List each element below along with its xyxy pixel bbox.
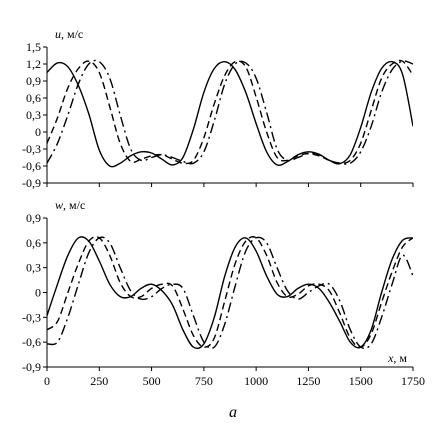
- y-tick-label: 0,9: [26, 74, 41, 88]
- series-line-solid: [47, 236, 413, 350]
- y-tick-label: 1,2: [26, 57, 41, 71]
- y-tick-label: -0,6: [22, 159, 41, 173]
- x-axis-label: x, м: [387, 351, 407, 365]
- y-tick-label: -0,3: [22, 310, 41, 324]
- y-tick-label: 0,3: [26, 261, 41, 275]
- series-line-dashdot: [47, 236, 413, 350]
- y-axis-label: w, м/с: [55, 198, 85, 212]
- chart-panel-w: 0,90,60,30-0,3-0,6-0,90 250 500 750 1000 1250…: [22, 198, 425, 388]
- y-tick-label: 0,6: [26, 91, 41, 105]
- x-tick-label: 500: [143, 374, 161, 388]
- panel-label: a: [229, 404, 237, 421]
- y-tick-label: 0: [35, 286, 41, 300]
- y-tick-label: -0,9: [22, 176, 41, 190]
- chart-panel-u: 1,5 1,2 0,9 0,6 0,3 0 -0,3 -0,6 -0,9 u, м/с: [22, 27, 414, 190]
- y-tick-label: -0,6: [22, 335, 41, 349]
- y-axis-unit: , м/с: [63, 198, 85, 212]
- y-axis-label: u, м/с: [55, 27, 83, 41]
- x-axis-label-bg: [365, 351, 407, 365]
- x-tick-label: 1500: [349, 374, 373, 388]
- y-tick-label: 1,5: [26, 40, 41, 54]
- y-tick-label: 0,9: [26, 211, 41, 225]
- x-tick-label: 250: [90, 374, 108, 388]
- y-tick-label: 0,6: [26, 236, 41, 250]
- x-tick-label: 750: [195, 374, 213, 388]
- x-tick-label: 1250: [296, 374, 320, 388]
- y-tick-label: -0,9: [22, 360, 41, 374]
- series-line-solid: [47, 60, 413, 168]
- x-axis-var: x: [387, 351, 394, 365]
- x-axis-unit: , м: [393, 351, 407, 365]
- x-tick-label: 1750: [401, 374, 425, 388]
- series-line-dashed: [47, 59, 413, 165]
- x-tick-label: 0: [44, 374, 50, 388]
- y-axis-var: u: [55, 27, 61, 41]
- series-line-dashed: [47, 236, 413, 348]
- series-line-dashdot: [47, 59, 413, 165]
- y-tick-label: -0,3: [22, 142, 41, 156]
- y-axis-unit: , м/с: [61, 27, 83, 41]
- y-tick-label: 0,3: [26, 108, 41, 122]
- y-tick-label: 0: [35, 125, 41, 139]
- y-axis-var: w: [55, 198, 63, 212]
- x-tick-label: 1000: [244, 374, 268, 388]
